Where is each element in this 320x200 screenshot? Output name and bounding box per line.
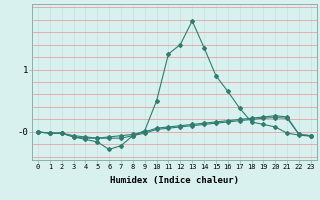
X-axis label: Humidex (Indice chaleur): Humidex (Indice chaleur)	[110, 176, 239, 185]
